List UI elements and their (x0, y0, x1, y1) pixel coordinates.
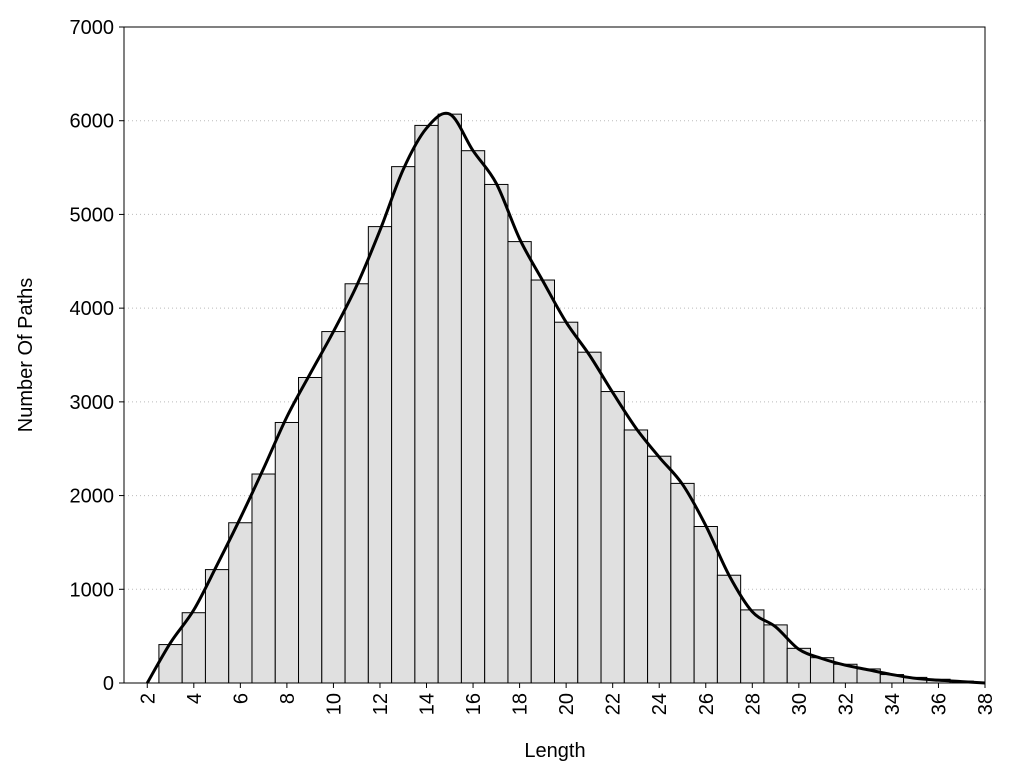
bar (554, 321, 579, 684)
bar (530, 279, 556, 684)
x-tick-label: 36 (928, 693, 950, 715)
bar (274, 421, 300, 684)
bar (391, 166, 416, 684)
x-tick-label: 28 (742, 693, 764, 715)
bar (623, 429, 649, 684)
bar (693, 525, 718, 684)
bar (414, 124, 439, 684)
x-tick-label: 2 (137, 693, 159, 704)
x-tick-label: 24 (649, 693, 671, 715)
y-tick-label: 2000 (70, 486, 115, 508)
x-tick-label: 6 (230, 693, 252, 704)
y-tick-label: 0 (103, 673, 114, 695)
x-tick-label: 20 (556, 693, 578, 715)
bar (204, 569, 230, 684)
bar (647, 455, 672, 684)
x-tick-label: 30 (789, 693, 811, 715)
x-tick-label: 18 (510, 693, 532, 715)
x-axis-label: Length (524, 740, 585, 762)
y-tick-label: 1000 (70, 579, 115, 601)
bar (740, 609, 765, 684)
y-axis-label: Number Of Paths (15, 278, 37, 433)
x-tick-label: 38 (975, 693, 997, 715)
x-tick-label: 14 (417, 693, 439, 715)
x-tick-label: 34 (882, 693, 904, 715)
x-tick-label: 16 (463, 693, 485, 715)
y-tick-label: 6000 (70, 111, 115, 133)
y-tick-label: 4000 (70, 298, 115, 320)
bar (577, 351, 602, 684)
bar (344, 283, 369, 684)
bar (507, 241, 532, 684)
x-tick-label: 4 (184, 693, 206, 704)
x-tick-label: 8 (277, 693, 299, 704)
bar (670, 482, 695, 684)
bar (158, 644, 183, 684)
y-tick-label: 3000 (70, 392, 115, 414)
bar (367, 226, 393, 684)
plot-frame (123, 26, 986, 684)
density-line (145, 111, 986, 685)
bar (298, 376, 323, 684)
x-tick-label: 10 (323, 693, 345, 715)
x-tick-label: 12 (370, 693, 392, 715)
x-tick-label: 32 (835, 693, 857, 715)
y-tick-label: 5000 (70, 204, 115, 226)
bar (484, 183, 509, 684)
bar (600, 391, 625, 684)
bar (251, 473, 276, 684)
x-tick-label: 26 (696, 693, 718, 715)
bar (321, 331, 346, 684)
y-tick-label: 7000 (70, 17, 115, 39)
bar (228, 522, 253, 684)
x-tick-label: 22 (603, 693, 625, 715)
bar (437, 113, 462, 684)
bar (460, 150, 486, 684)
